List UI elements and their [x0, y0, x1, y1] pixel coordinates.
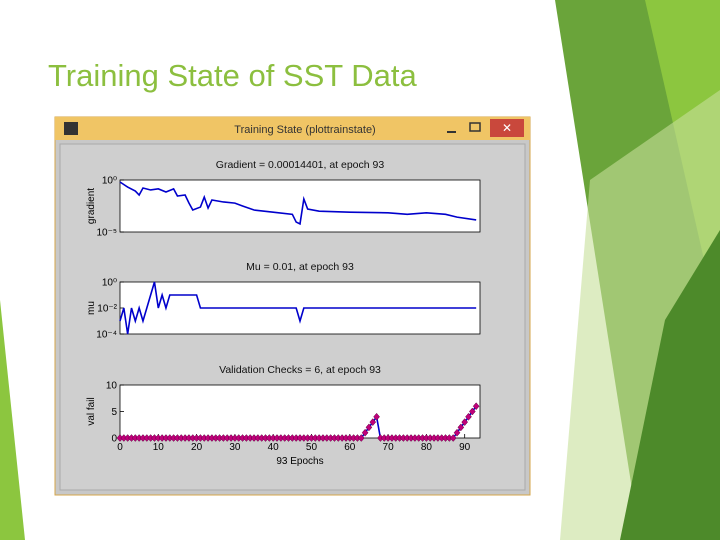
marker [449, 434, 457, 442]
marker [453, 428, 461, 437]
marker [357, 434, 365, 442]
plot-title: Gradient = 0.00014401, at epoch 93 [216, 159, 385, 171]
app-icon [64, 122, 78, 135]
y-tick-label: 10⁻⁵ [96, 228, 117, 239]
x-tick-label: 50 [306, 442, 318, 453]
y-tick-label: 10 [106, 381, 118, 392]
plot-area [119, 384, 481, 439]
x-tick-label: 20 [191, 442, 203, 453]
x-tick-label: 80 [421, 442, 433, 453]
maximize-button[interactable] [469, 122, 481, 132]
marker [365, 423, 373, 432]
marker [373, 412, 380, 421]
y-tick-label: 10⁻² [97, 304, 117, 315]
x-tick-label: 90 [459, 442, 471, 453]
marker [472, 402, 480, 411]
window-title: Training State (plottrainstate) [234, 124, 375, 136]
marker [361, 428, 369, 437]
plot-title: Mu = 0.01, at epoch 93 [246, 261, 354, 273]
close-button[interactable] [490, 119, 524, 137]
x-tick-label: 70 [383, 442, 395, 453]
y-axis-label: gradient [86, 188, 97, 224]
data-line [119, 281, 477, 335]
x-axis-label: 93 Epochs [276, 456, 323, 467]
marker [465, 412, 472, 421]
data-line [119, 181, 477, 226]
x-tick-label: 0 [117, 442, 123, 453]
marker [461, 418, 469, 426]
x-tick-label: 30 [229, 442, 241, 453]
y-tick-label: 5 [111, 407, 117, 418]
y-tick-label: 10⁰ [102, 278, 117, 289]
marker [369, 418, 377, 426]
plot-title: Validation Checks = 6, at epoch 93 [219, 364, 381, 376]
decor [620, 230, 720, 540]
marker [457, 423, 465, 432]
y-tick-label: 10⁻⁴ [96, 330, 117, 341]
x-tick-label: 10 [153, 442, 165, 453]
y-axis-label: mu [86, 301, 97, 315]
y-axis-label: val fail [86, 397, 97, 425]
marker [469, 407, 476, 416]
close-icon: ✕ [502, 121, 512, 135]
title-bar [55, 117, 530, 140]
x-tick-label: 40 [268, 442, 280, 453]
y-tick-label: 10⁰ [102, 176, 117, 187]
slide-title: Training State of SST Data [48, 58, 418, 93]
y-tick-label: 0 [111, 434, 117, 445]
x-tick-label: 60 [344, 442, 356, 453]
decor [0, 300, 25, 540]
